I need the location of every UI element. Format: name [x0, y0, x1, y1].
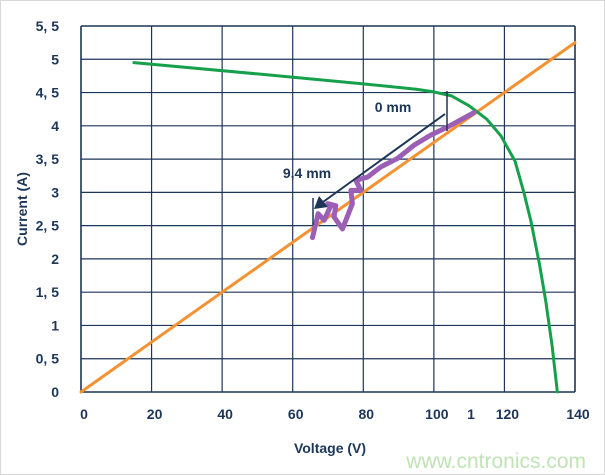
x-axis-title: Voltage (V)	[294, 440, 366, 456]
y-tick-label: 3	[51, 184, 59, 200]
end-label: 9,4 mm	[283, 165, 331, 181]
annotation-group: 0 mm 9,4 mm	[283, 91, 448, 225]
start-label: 0 mm	[375, 99, 412, 115]
x-tick-label: 80	[358, 406, 374, 422]
series-group	[79, 41, 577, 394]
arrow-head	[314, 196, 328, 209]
x-tick-label: 120	[496, 406, 520, 422]
y-tick-label: 5, 5	[36, 18, 60, 34]
x-tick-label: 100	[425, 406, 449, 422]
y-tick-label: 0, 5	[36, 351, 60, 367]
x-tick-label: 20	[147, 406, 163, 422]
x-tick-label: 140	[566, 406, 590, 422]
watermark: www.cntronics.com	[405, 450, 586, 473]
y-tick-label: 1	[51, 317, 59, 333]
y-tick-label: 2, 5	[36, 218, 60, 234]
x-tick-label: 40	[217, 406, 233, 422]
y-tick-labels: 0 0, 5 1 1, 5 2 2, 5 3 3, 5 4 4, 5 5 5, 5	[36, 18, 60, 400]
x-tick-labels: 0 20 40 60 80 100 120 140	[80, 406, 590, 422]
x-tick-label: 0	[80, 406, 88, 422]
y-tick-label: 5	[51, 51, 59, 67]
operating-point-trace	[309, 110, 477, 241]
iv-curve	[132, 61, 559, 394]
grid	[80, 25, 576, 393]
displacement-arrow	[322, 113, 446, 203]
y-tick-label: 1, 5	[36, 284, 60, 300]
y-tick-label: 3, 5	[36, 151, 60, 167]
y-axis-title: Current (A)	[14, 172, 30, 246]
x-tick-label: 60	[288, 406, 304, 422]
y-tick-label: 4, 5	[36, 85, 60, 101]
x-extra-label: 1	[467, 406, 475, 422]
y-tick-label: 2	[51, 251, 59, 267]
y-tick-label: 4	[51, 118, 59, 134]
y-tick-label: 0	[51, 384, 59, 400]
